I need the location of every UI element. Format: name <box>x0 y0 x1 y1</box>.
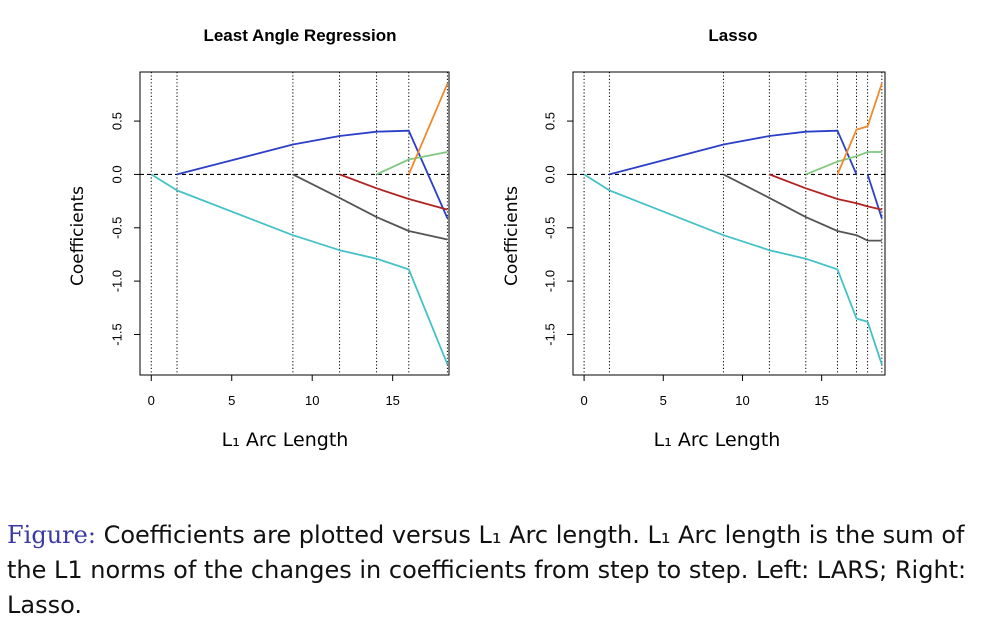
y-tick-label: -0.5 <box>542 217 557 239</box>
x-axis-label: L₁ Arc Length <box>222 429 349 451</box>
plot-frame <box>572 71 886 376</box>
plot-frame <box>139 71 450 376</box>
series-line-6 <box>805 151 882 176</box>
series-line-3 <box>866 174 883 219</box>
y-tick-label: 0.5 <box>109 112 124 130</box>
y-axis-label: Coefficients <box>68 186 88 286</box>
y-axis-label: Coefficients <box>502 186 522 286</box>
y-tick-label: -1.5 <box>542 323 557 345</box>
series-line-3 <box>292 173 448 241</box>
series-line-5 <box>376 151 448 176</box>
series-line-5 <box>769 173 882 211</box>
x-tick-label: 5 <box>660 393 667 408</box>
x-tick-label: 5 <box>228 393 235 408</box>
chart-title: Lasso <box>708 26 757 45</box>
y-tick-label: 0.5 <box>542 112 557 130</box>
series-line-2 <box>176 129 449 219</box>
y-tick-label: 0.0 <box>542 165 557 183</box>
y-tick-label: -1.5 <box>109 323 124 345</box>
series-line-6 <box>407 83 449 175</box>
series-line-1 <box>583 173 883 365</box>
y-tick-label: 0.0 <box>109 165 124 183</box>
chart-title: Least Angle Regression <box>203 26 396 45</box>
x-tick-label: 10 <box>305 393 319 408</box>
caption-label: Figure: <box>7 521 96 549</box>
series-line-7 <box>836 83 883 175</box>
series-line-4 <box>339 173 448 211</box>
x-tick-label: 15 <box>385 393 399 408</box>
chart-panel-1: Least Angle Regression 0 5 10 15 -1.5 -1.0 -0.5… <box>68 26 450 451</box>
figure-caption: Figure: Coefficients are plotted versus … <box>7 518 982 623</box>
series-line-4 <box>723 173 882 242</box>
x-tick-label: 15 <box>814 393 828 408</box>
y-tick-label: -1.0 <box>109 270 124 292</box>
x-tick-label: 0 <box>580 393 587 408</box>
x-tick-label: 0 <box>148 393 155 408</box>
y-tick-label: -1.0 <box>542 270 557 292</box>
series-line-2 <box>609 129 858 176</box>
figure: Least Angle Regression 0 5 10 15 -1.5 -1.0 -0.5… <box>68 26 886 451</box>
caption-text: Coefficients are plotted versus L₁ Arc l… <box>7 521 967 619</box>
x-axis-label: L₁ Arc Length <box>654 429 781 451</box>
y-tick-label: -0.5 <box>109 217 124 239</box>
series-line-1 <box>150 173 449 365</box>
x-tick-label: 10 <box>735 393 749 408</box>
chart-panel-2: Lasso 0 5 10 15 -1.5 -1.0 -0.5 0.0 0.5 Coefficient… <box>502 26 886 451</box>
